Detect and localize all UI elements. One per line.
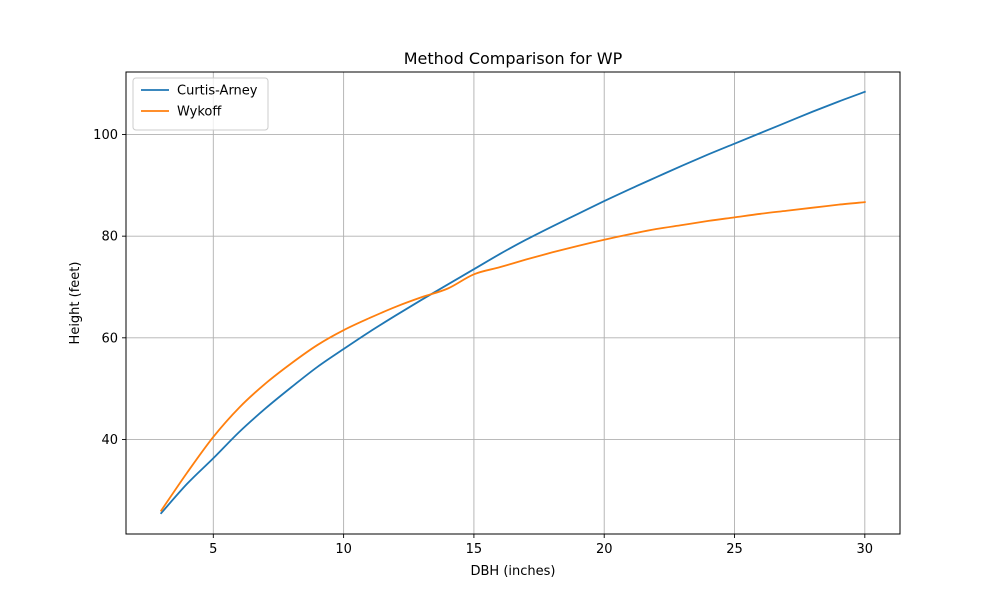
- x-tick-label: 20: [596, 542, 613, 557]
- series-lines: [159, 90, 866, 515]
- x-tick-label: 5: [209, 542, 217, 557]
- legend-label-wykoff: Wykoff: [177, 105, 222, 120]
- y-tick-label: 60: [101, 331, 118, 346]
- y-axis-label: Height (feet): [68, 262, 83, 345]
- grid: [126, 72, 900, 534]
- legend-label-curtis-arney: Curtis-Arney: [177, 84, 258, 99]
- x-tick-label: 30: [857, 542, 874, 557]
- series-line-curtis-arney: [159, 90, 866, 515]
- y-tick-label: 80: [101, 230, 118, 245]
- legend-box: [132, 77, 269, 131]
- series-line-wykoff: [159, 201, 866, 512]
- axis-ticks: 5 10 15 20 25 30 40 60 80 100: [93, 128, 873, 557]
- y-tick-label: 40: [101, 433, 118, 448]
- x-axis-label: DBH (inches): [471, 564, 556, 579]
- x-tick-label: 10: [335, 542, 352, 557]
- chart-title: Method Comparison for WP: [404, 49, 623, 68]
- y-tick-label: 100: [93, 128, 118, 143]
- x-tick-label: 25: [726, 542, 743, 557]
- plot-area-frame: [125, 71, 901, 535]
- legend: Curtis-Arney Wykoff: [132, 77, 269, 131]
- x-tick-label: 15: [466, 542, 483, 557]
